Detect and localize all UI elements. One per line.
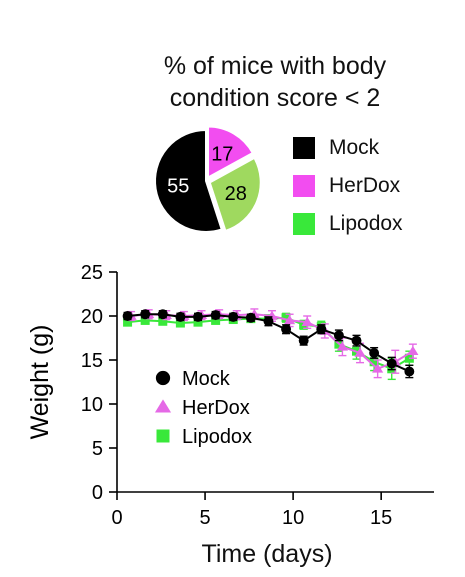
pie-title-line2: condition score < 2 (169, 84, 381, 112)
data-point-lipodox (211, 315, 221, 325)
y-tick-label: 0 (92, 482, 103, 504)
data-point-mock (263, 316, 274, 327)
pie-legend-label-lipodox: Lipodox (329, 212, 403, 235)
data-point-lipodox (193, 317, 203, 327)
data-point-mock (193, 311, 203, 322)
data-point-lipodox (123, 317, 133, 327)
pie-legend-swatch-herdox (293, 175, 315, 197)
x-tick-label: 0 (111, 507, 122, 529)
data-point-herdox (301, 316, 313, 327)
data-point-herdox (407, 345, 419, 356)
x-tick-label: 10 (282, 507, 304, 529)
legend-marker-mock (155, 370, 171, 386)
pie-slice-1 (154, 128, 224, 233)
pie-slice-2 (207, 125, 255, 180)
legend-label-herdox: HerDox (182, 397, 250, 419)
y-tick-label: 25 (81, 262, 103, 284)
data-point-mock (157, 309, 168, 320)
pie-legend-swatch-mock (293, 137, 315, 159)
data-point-mock (140, 309, 151, 320)
data-point-mock (210, 310, 221, 321)
x-tick-label: 15 (370, 507, 392, 529)
pie-chart: 55 17 28 (154, 125, 262, 233)
pie-legend-label-herdox: HerDox (329, 174, 401, 197)
series-mock (122, 309, 415, 379)
data-point-mock (175, 311, 186, 322)
legend-label-lipodox: Lipodox (182, 426, 252, 448)
y-tick-label: 5 (92, 438, 103, 460)
y-tick-label: 10 (81, 394, 103, 416)
y-tick-label: 15 (81, 350, 103, 372)
pie-legend-item-mock: Mock (293, 129, 403, 167)
data-point-herdox (336, 341, 349, 351)
x-tick-label: 5 (199, 507, 210, 529)
pie-slice-label-3: 28 (225, 183, 247, 205)
data-point-mock (369, 348, 380, 358)
data-point-mock (228, 311, 239, 322)
x-axis-label: Time (days) (201, 540, 333, 568)
data-point-mock (404, 366, 415, 377)
data-point-herdox (354, 347, 366, 357)
pie-title-line1: % of mice with body (163, 52, 387, 80)
data-point-lipodox (369, 357, 379, 367)
pie-legend-item-lipodox: Lipodox (293, 205, 403, 243)
y-tick-label: 20 (81, 306, 103, 328)
data-point-mock (281, 324, 292, 335)
pie-slice-3 (208, 156, 262, 233)
data-point-lipodox (175, 318, 185, 328)
pie-slice-label-2: 17 (211, 143, 233, 165)
legend-marker-herdox (154, 399, 172, 413)
pie-legend: Mock HerDox Lipodox (293, 129, 403, 243)
pie-title: % of mice with body condition score < 2 (110, 50, 440, 114)
pie-legend-item-herdox: HerDox (293, 167, 403, 205)
data-point-lipodox (281, 313, 291, 323)
data-point-lipodox (140, 315, 150, 325)
y-axis-label: Weight (g) (26, 325, 54, 440)
pie-legend-label-mock: Mock (329, 136, 380, 159)
data-point-mock (245, 312, 256, 323)
data-point-herdox (284, 315, 296, 325)
data-point-mock (351, 335, 362, 346)
data-point-herdox (372, 363, 384, 373)
legend-marker-lipodox (156, 429, 170, 443)
pie-slice-label-1: 55 (167, 175, 189, 197)
legend-label-mock: Mock (182, 368, 231, 390)
weight-line-chart: 0 5 10 15 20 25 0 5 10 15 Weight (g) Mock HerDox Lipo… (26, 262, 434, 529)
pie-legend-swatch-lipodox (293, 213, 315, 235)
data-point-mock (122, 311, 133, 321)
data-point-mock (386, 358, 397, 369)
data-point-mock (298, 335, 309, 346)
data-point-lipodox (158, 316, 168, 326)
data-point-mock (316, 324, 327, 335)
data-point-mock (333, 330, 344, 341)
